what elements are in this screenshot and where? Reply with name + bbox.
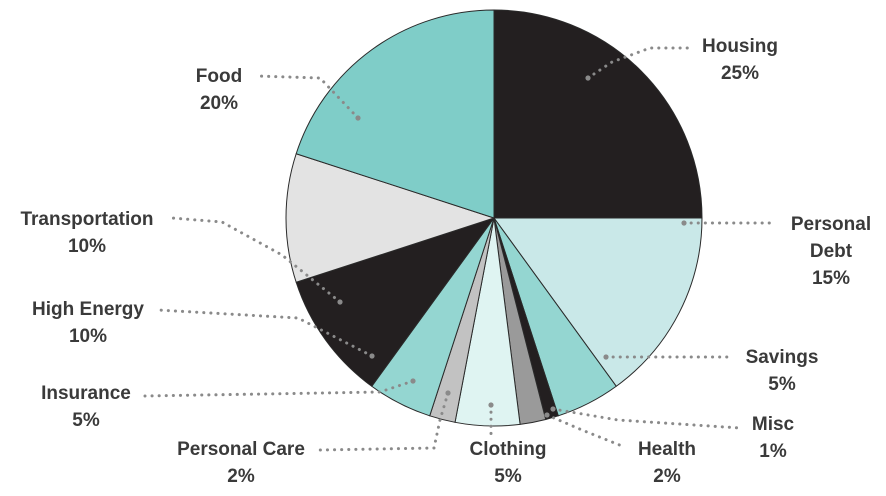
label-misc-value: 1% xyxy=(759,441,787,462)
pie-slice-high-energy xyxy=(295,217,495,387)
leader-anchor-health xyxy=(544,412,550,418)
label-insurance: Insurance 5% xyxy=(28,380,144,434)
label-insurance-name: Insurance xyxy=(41,383,131,404)
label-personal-care-name: Personal Care xyxy=(177,439,305,460)
leader-anchor-housing xyxy=(585,75,591,81)
leader-anchor-clothing xyxy=(488,402,494,408)
label-misc: Misc 1% xyxy=(728,411,818,465)
label-savings-name: Savings xyxy=(745,347,819,368)
label-misc-name: Misc xyxy=(751,414,795,435)
label-transportation-value: 10% xyxy=(67,236,107,257)
leader-line-personal-care xyxy=(318,391,450,452)
label-high-energy: High Energy 10% xyxy=(14,296,162,350)
label-high-energy-value: 10% xyxy=(68,326,108,347)
leader-anchor-misc xyxy=(550,406,556,412)
label-health-name: Health xyxy=(637,439,697,460)
leader-anchor-transportation xyxy=(337,299,343,305)
leader-anchor-insurance xyxy=(410,378,416,384)
label-savings: Savings 5% xyxy=(727,344,837,398)
leader-anchor-savings xyxy=(603,354,609,360)
label-health: Health 2% xyxy=(621,436,713,490)
leader-anchor-food xyxy=(355,115,361,121)
label-transportation-name: Transportation xyxy=(20,209,154,230)
pie-slice-food xyxy=(295,9,495,219)
pie-slice-transportation xyxy=(285,153,495,283)
label-savings-value: 5% xyxy=(768,374,796,395)
leader-line-misc xyxy=(551,407,742,430)
label-personal-debt: Personal Debt 15% xyxy=(776,211,886,292)
leader-line-insurance xyxy=(143,379,415,398)
leader-anchor-personal-care xyxy=(445,390,451,396)
label-health-value: 2% xyxy=(653,466,681,487)
leader-anchor-high-energy xyxy=(369,353,375,359)
label-personal-debt-name: Personal Debt xyxy=(790,214,872,262)
label-clothing: Clothing 5% xyxy=(452,436,564,490)
label-housing: Housing 25% xyxy=(690,33,790,87)
label-food: Food 20% xyxy=(182,63,256,117)
pie-slice-personal-debt xyxy=(493,217,703,387)
label-housing-name: Housing xyxy=(702,36,778,57)
label-personal-care-value: 2% xyxy=(227,466,255,487)
leader-line-housing xyxy=(586,46,690,80)
label-personal-debt-value: 15% xyxy=(811,268,851,289)
label-food-name: Food xyxy=(195,66,243,87)
label-food-value: 20% xyxy=(199,93,239,114)
label-housing-value: 25% xyxy=(720,63,760,84)
pie-slice-housing xyxy=(493,9,703,219)
label-clothing-value: 5% xyxy=(494,466,522,487)
label-transportation: Transportation 10% xyxy=(2,206,172,260)
label-personal-care: Personal Care 2% xyxy=(161,436,321,490)
label-high-energy-name: High Energy xyxy=(32,299,144,320)
label-clothing-name: Clothing xyxy=(469,439,547,460)
leader-line-high-energy xyxy=(156,308,374,358)
label-insurance-value: 5% xyxy=(72,410,100,431)
leader-anchor-personal-debt xyxy=(681,220,687,226)
